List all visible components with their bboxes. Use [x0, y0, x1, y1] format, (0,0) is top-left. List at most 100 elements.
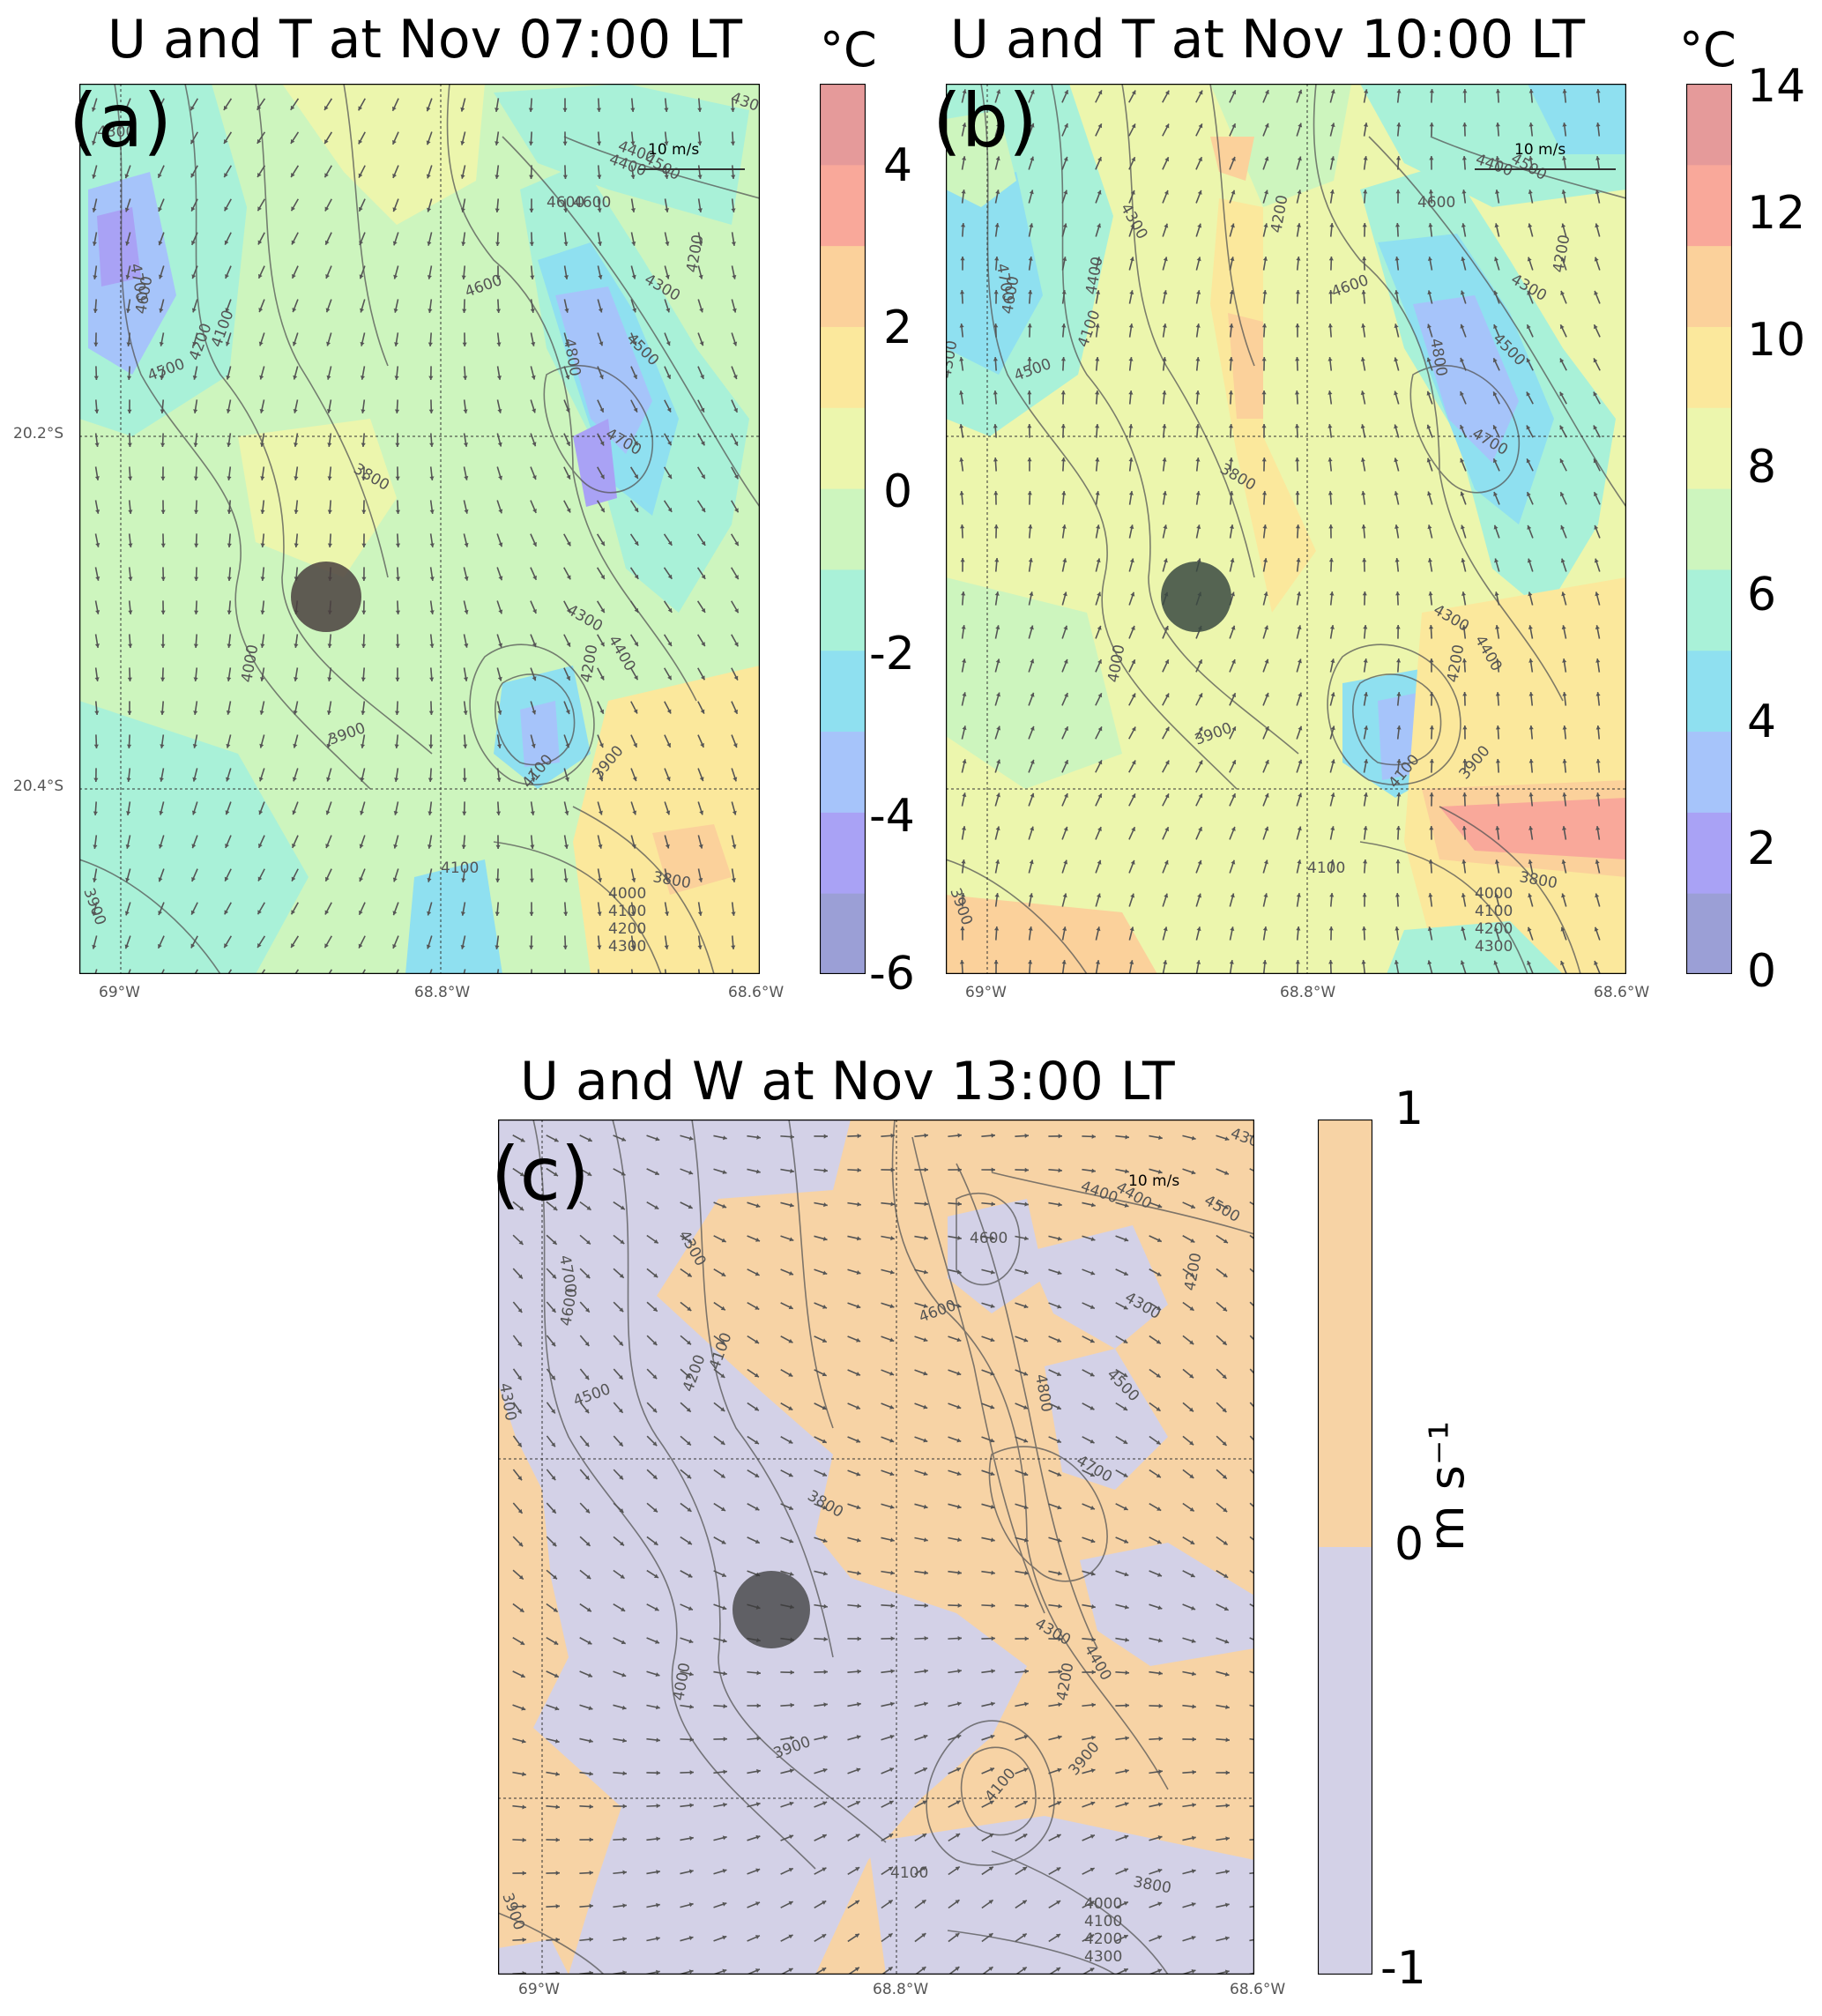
wind-arrowhead	[1231, 826, 1236, 831]
wind-arrowhead	[1222, 1474, 1227, 1479]
wind-arrowhead	[160, 677, 166, 681]
wind-arrowhead	[1198, 90, 1203, 95]
wind-arrowhead	[730, 141, 736, 145]
wind-arrowhead	[194, 577, 199, 581]
wind-arrowhead	[1197, 893, 1202, 898]
wind-arrowhead	[224, 240, 229, 245]
wind-arrowhead	[697, 945, 703, 949]
wind-arrowhead	[960, 893, 966, 897]
wind-arrowhead	[1128, 458, 1134, 462]
wind-arrowhead	[1058, 1201, 1062, 1207]
wind-arrowhead	[700, 441, 705, 446]
wind-arrowhead	[566, 642, 571, 647]
wind-arrowhead	[1264, 692, 1269, 697]
wind-arrowhead	[1123, 1934, 1128, 1939]
wind-arrowhead	[689, 1770, 694, 1775]
wind-arrowhead	[257, 138, 262, 144]
wind-arrowhead	[227, 643, 232, 648]
wind-arrowhead	[1023, 1471, 1029, 1477]
wind-arrowhead	[555, 1771, 560, 1776]
panel-a-colorbar-bands	[820, 84, 866, 974]
wind-arrowhead	[698, 274, 703, 279]
wind-arrowhead	[960, 524, 965, 529]
wind-arrowhead	[227, 543, 232, 547]
wind-arrowhead	[158, 844, 163, 849]
wind-arrowhead	[1427, 257, 1432, 261]
wind-arrowhead	[192, 744, 197, 748]
wind-arrowhead	[731, 208, 736, 212]
wind-arrowhead	[857, 1134, 861, 1139]
wind-arrowhead	[1461, 859, 1467, 864]
wind-arrowhead	[666, 742, 672, 748]
wind-arrowhead	[733, 709, 738, 714]
wind-arrowhead	[733, 474, 739, 480]
panel-a-cool-northeast	[494, 84, 749, 225]
wind-arrowhead	[1190, 1540, 1195, 1544]
wind-arrowhead	[956, 1404, 962, 1410]
wind-arrowhead	[956, 1701, 962, 1707]
wind-arrowhead	[498, 609, 503, 614]
wind-arrowhead	[1394, 357, 1399, 362]
wind-arrowhead	[1394, 558, 1400, 562]
wind-arrowhead	[688, 1902, 694, 1908]
wind-arrowhead	[960, 926, 965, 931]
wind-arrowhead	[788, 1506, 793, 1510]
wind-arrowhead	[429, 443, 435, 447]
wind-arrowhead	[996, 759, 1001, 764]
wind-arrowhead	[519, 1172, 524, 1177]
wind-arrowhead	[634, 441, 638, 446]
wind-arrowhead	[359, 877, 364, 882]
wind-arrowhead	[394, 744, 399, 748]
wind-arrow	[328, 969, 333, 974]
panel-b-colorbar-bands	[1686, 84, 1732, 974]
wind-arrowhead	[1128, 491, 1134, 495]
wind-arrowhead	[1460, 391, 1464, 397]
wind-arrowhead	[1594, 960, 1599, 965]
wind-arrow	[531, 969, 532, 974]
wind-arrowhead	[664, 141, 669, 145]
wind-arrowhead	[429, 643, 435, 648]
wind-arrow	[1249, 1502, 1254, 1508]
wind-arrowhead	[1130, 625, 1135, 630]
wind-arrowhead	[293, 710, 298, 715]
wind-arrowhead	[1162, 324, 1167, 328]
wind-arrowhead	[160, 376, 165, 380]
wind-arrowhead	[622, 1937, 627, 1942]
wind-arrowhead	[566, 508, 571, 513]
wind-arrowhead	[924, 1133, 928, 1138]
wind-arrowhead	[1060, 391, 1066, 395]
wind-arrowhead	[495, 878, 501, 882]
wind-arrowhead	[1156, 1373, 1161, 1378]
panel-a-lon-label: 69°W	[99, 984, 140, 1001]
wind-arrowhead	[1364, 759, 1369, 763]
wind-arrowhead	[686, 1407, 691, 1412]
wind-arrowhead	[857, 1571, 861, 1576]
wind-arrowhead	[1528, 89, 1534, 93]
wind-arrowhead	[291, 173, 295, 178]
colorbar-band	[1686, 164, 1732, 247]
wind-arrowhead	[532, 676, 537, 681]
wind-arrowhead	[361, 510, 367, 514]
panel-a-cool-southwest	[79, 701, 309, 974]
wind-arrowhead	[889, 1800, 894, 1805]
wind-arrowhead	[1164, 90, 1170, 95]
wind-arrowhead	[656, 1836, 660, 1841]
panel-b-hot-southwest	[946, 895, 1157, 974]
panel-c-contour-label: 4100	[890, 1864, 928, 1882]
wind-arrowhead	[857, 1701, 861, 1707]
wind-arrowhead	[666, 308, 671, 313]
wind-arrowhead	[888, 1866, 893, 1871]
wind-arrowhead	[667, 441, 672, 446]
wind-arrowhead	[1030, 692, 1035, 697]
wind-arrowhead	[1057, 1571, 1062, 1576]
wind-arrowhead	[1156, 1271, 1162, 1276]
wind-arrowhead	[517, 1442, 522, 1447]
wind-arrowhead	[566, 441, 570, 446]
wind-arrowhead	[92, 878, 98, 882]
colorbar-band	[820, 893, 866, 974]
wind-arrowhead	[1562, 725, 1567, 730]
wind-arrowhead	[666, 810, 671, 815]
wind-arrowhead	[633, 742, 637, 748]
wind-arrowhead	[1089, 1405, 1095, 1410]
wind-arrowhead	[856, 1337, 861, 1343]
